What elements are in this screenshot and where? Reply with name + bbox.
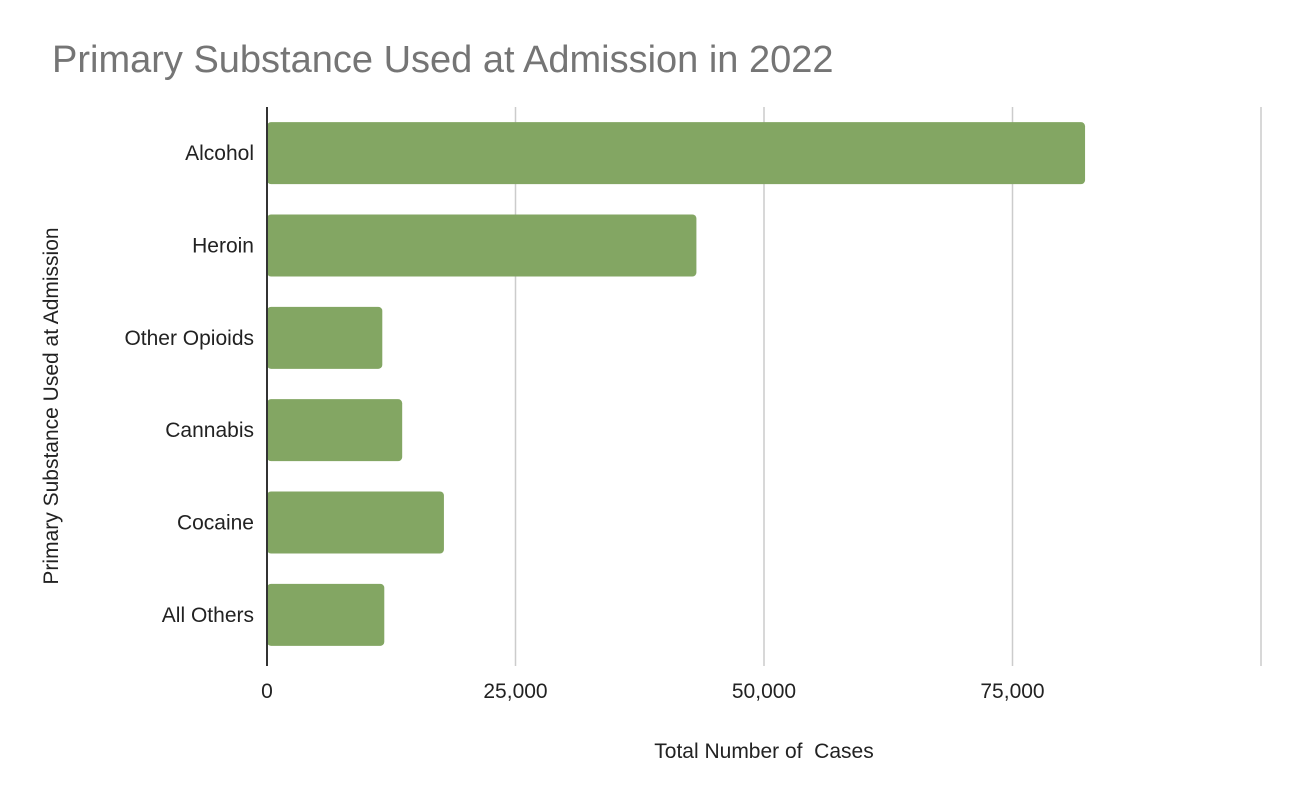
x-axis-title: Total Number of Cases bbox=[654, 740, 873, 763]
category-labels: Alcohol Heroin Other Opioids Cannabis Cocain… bbox=[124, 142, 254, 627]
chart-title: Primary Substance Used at Admission in 2… bbox=[52, 39, 834, 81]
category-label: Cocaine bbox=[177, 512, 254, 535]
x-tick-label: 75,000 bbox=[980, 680, 1044, 703]
bar-other-opioids bbox=[267, 306, 383, 369]
bar-all-others bbox=[267, 583, 385, 646]
x-tick-label: 0 bbox=[261, 680, 273, 703]
bar-cocaine bbox=[267, 491, 444, 554]
bar-alcohol bbox=[267, 122, 1086, 185]
bar-cannabis bbox=[267, 399, 403, 462]
bars bbox=[267, 122, 1086, 646]
category-label: All Others bbox=[162, 604, 254, 627]
x-tick-labels: 0 25,000 50,000 75,000 bbox=[261, 680, 1044, 703]
x-tick-label: 25,000 bbox=[483, 680, 547, 703]
gridlines bbox=[514, 107, 1262, 666]
y-axis-title: Primary Substance Used at Admission bbox=[40, 227, 63, 584]
x-tick-label: 50,000 bbox=[732, 680, 796, 703]
category-label: Heroin bbox=[192, 235, 254, 258]
category-label: Other Opioids bbox=[124, 327, 254, 350]
bar-heroin bbox=[267, 214, 697, 277]
category-label: Cannabis bbox=[165, 419, 254, 442]
category-label: Alcohol bbox=[185, 142, 254, 165]
